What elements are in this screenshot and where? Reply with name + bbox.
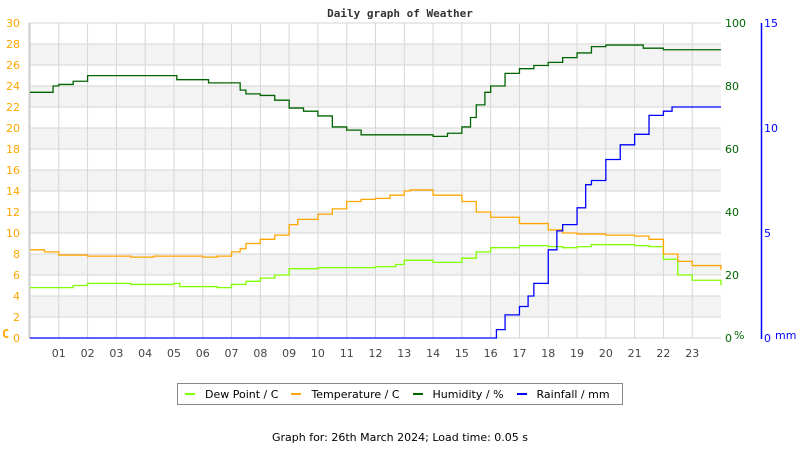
humidity-tick-label: 20 <box>725 269 739 282</box>
legend-item-temperature: Temperature / C <box>288 387 400 401</box>
humidity-axis-unit: % <box>734 329 744 342</box>
x-tick-label: 22 <box>656 347 670 360</box>
x-tick-label: 05 <box>167 347 181 360</box>
x-tick-label: 14 <box>426 347 440 360</box>
legend-label: Rainfall / mm <box>536 387 610 401</box>
x-tick-label: 19 <box>570 347 584 360</box>
legend-label: Humidity / % <box>432 387 504 401</box>
x-tick-label: 06 <box>196 347 210 360</box>
legend-swatch <box>185 393 195 395</box>
x-tick-label: 11 <box>340 347 354 360</box>
left-tick-label: 12 <box>6 206 20 219</box>
x-tick-label: 04 <box>138 347 152 360</box>
legend-swatch <box>516 393 527 395</box>
x-tick-label: 12 <box>369 347 383 360</box>
weather-chart: Daily graph of Weather 02468101214161820… <box>2 7 796 360</box>
left-tick-label: 22 <box>6 101 20 114</box>
x-tick-label: 15 <box>455 347 469 360</box>
rainfall-series-line <box>30 106 721 339</box>
footer-status: Graph for: 26th March 2024; Load time: 0… <box>271 431 529 444</box>
x-tick-label: 08 <box>253 347 267 360</box>
left-tick-label: 16 <box>6 164 20 177</box>
legend-item-dew-point: Dew Point / C <box>182 388 278 401</box>
legend: Dew Point / C Temperature / C Humidity / %… <box>177 383 623 405</box>
x-tick-label: 20 <box>599 347 613 360</box>
x-tick-label: 03 <box>109 347 123 360</box>
legend-label: Dew Point / C <box>205 387 279 401</box>
x-tick-label: 13 <box>397 347 411 360</box>
x-tick-label: 10 <box>311 347 325 360</box>
left-tick-label: 30 <box>6 17 20 30</box>
legend-swatch <box>412 393 423 395</box>
rain-tick-label: 10 <box>764 122 778 135</box>
x-tick-label: 17 <box>512 347 526 360</box>
left-tick-label: 8 <box>13 248 20 261</box>
left-tick-label: 10 <box>6 227 20 240</box>
legend-label: Temperature / C <box>311 387 400 401</box>
legend-swatch <box>291 393 302 395</box>
x-tick-label: 07 <box>225 347 239 360</box>
x-tick-label: 01 <box>52 347 66 360</box>
chart-title: Daily graph of Weather <box>327 7 473 20</box>
left-tick-label: 2 <box>13 311 20 324</box>
x-tick-label: 18 <box>541 347 555 360</box>
humidity-tick-label: 80 <box>725 80 739 93</box>
humidity-tick-label: 40 <box>725 206 739 219</box>
left-tick-label: 20 <box>6 122 20 135</box>
rain-tick-label: 5 <box>764 227 771 240</box>
x-tick-label: 02 <box>81 347 95 360</box>
left-tick-label: 18 <box>6 143 20 156</box>
left-tick-label: 6 <box>13 269 20 282</box>
humidity-tick-label: 0 <box>725 332 732 345</box>
temperature-series-line <box>30 189 722 270</box>
left-tick-label: 0 <box>13 332 20 345</box>
rain-tick-label: 0 <box>764 332 771 345</box>
legend-item-rainfall: Rainfall / mm <box>514 388 610 401</box>
left-tick-label: 24 <box>6 80 20 93</box>
humidity-series-line <box>30 44 721 138</box>
dew-point-series-line <box>30 243 722 289</box>
left-axis-unit: C <box>2 327 9 341</box>
rain-axis-unit: mm <box>775 329 796 342</box>
x-tick-label: 09 <box>282 347 296 360</box>
x-tick-label: 21 <box>628 347 642 360</box>
rain-tick-label: 15 <box>764 17 778 30</box>
left-tick-label: 4 <box>13 290 20 303</box>
humidity-tick-label: 60 <box>725 143 739 156</box>
humidity-tick-label: 100 <box>725 17 746 30</box>
left-tick-label: 14 <box>6 185 20 198</box>
x-tick-label: 16 <box>484 347 498 360</box>
legend-item-humidity: Humidity / % <box>410 388 504 401</box>
left-tick-label: 26 <box>6 59 20 72</box>
left-tick-label: 28 <box>6 38 20 51</box>
x-tick-label: 23 <box>685 347 699 360</box>
